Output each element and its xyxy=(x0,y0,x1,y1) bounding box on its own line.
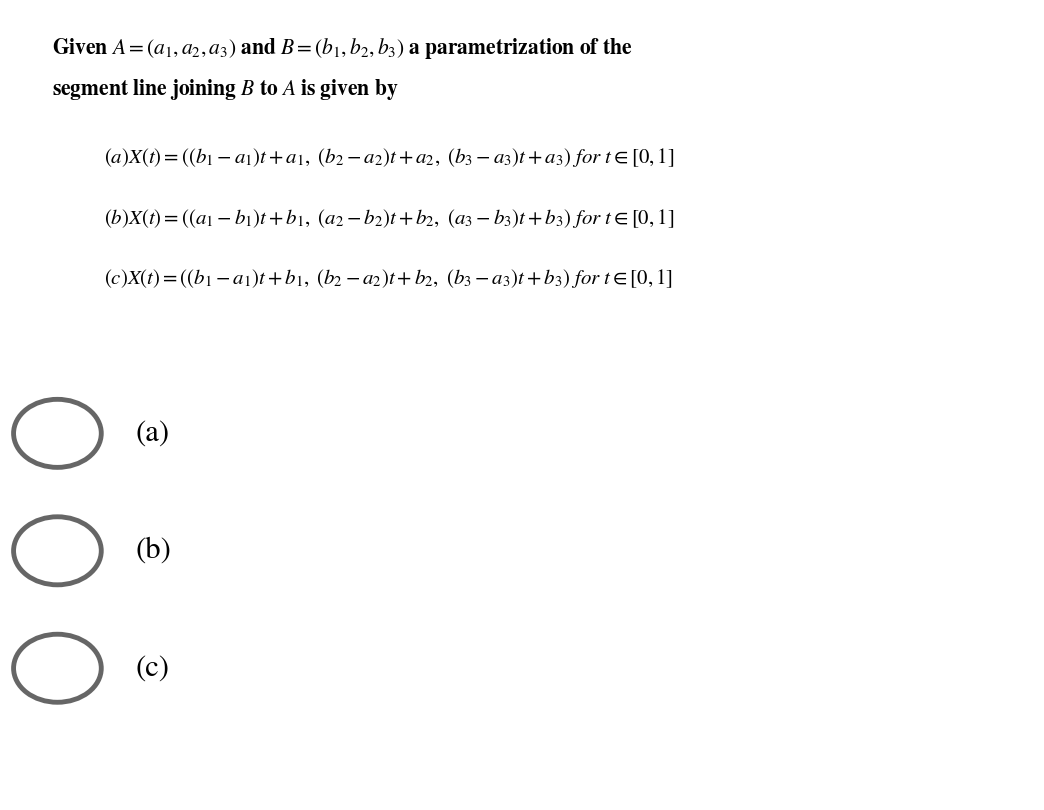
Text: (b): (b) xyxy=(136,537,171,565)
Text: $(a)X(t) = \left((b_1 - a_1)t + a_1,\ (b_2 - a_2)t + a_2,\ (b_3 - a_3)t + a_3\ri: $(a)X(t) = \left((b_1 - a_1)t + a_1,\ (b… xyxy=(104,146,674,168)
Text: $\mathbf{Given}\ A = (a_1, a_2, a_3)\ \mathbf{and}\ B = (b_1, b_2, b_3)\ \mathbf: $\mathbf{Given}\ A = (a_1, a_2, a_3)\ \m… xyxy=(52,36,633,62)
Text: $(c)X(t) = \left((b_1 - a_1)t + b_1,\ (b_2 - a_2)t + b_2,\ (b_3 - a_3)t + b_3\ri: $(c)X(t) = \left((b_1 - a_1)t + b_1,\ (b… xyxy=(104,267,673,290)
Text: $(b)X(t) = \left((a_1 - b_1)t + b_1,\ (a_2 - b_2)t + b_2,\ (a_3 - b_3)t + b_3\ri: $(b)X(t) = \left((a_1 - b_1)t + b_1,\ (a… xyxy=(104,207,674,229)
Text: (a): (a) xyxy=(136,420,170,447)
Text: $\mathbf{segment\ line\ joining}\ B\ \mathbf{to}\ A\ \mathbf{is\ given\ by}$: $\mathbf{segment\ line\ joining}\ B\ \ma… xyxy=(52,77,399,102)
Text: (c): (c) xyxy=(136,654,170,682)
